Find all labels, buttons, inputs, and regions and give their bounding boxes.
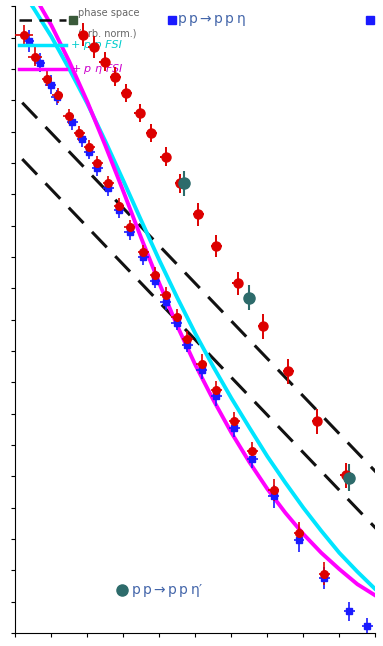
- Text: $\mathregular{p\,p} \rightarrow \mathregular{p\,p\,\eta}$: $\mathregular{p\,p} \rightarrow \mathreg…: [177, 13, 246, 28]
- Text: phase space: phase space: [78, 8, 140, 17]
- Text: $\mathregular{p\,p} \rightarrow \mathregular{p\,p\,\eta\prime}$: $\mathregular{p\,p} \rightarrow \mathreg…: [131, 582, 203, 599]
- Text: + p p FSI: + p p FSI: [71, 40, 122, 50]
- Text: (arb. norm.): (arb. norm.): [78, 28, 137, 38]
- Text: + p $\eta$ FSI: + p $\eta$ FSI: [71, 62, 124, 76]
